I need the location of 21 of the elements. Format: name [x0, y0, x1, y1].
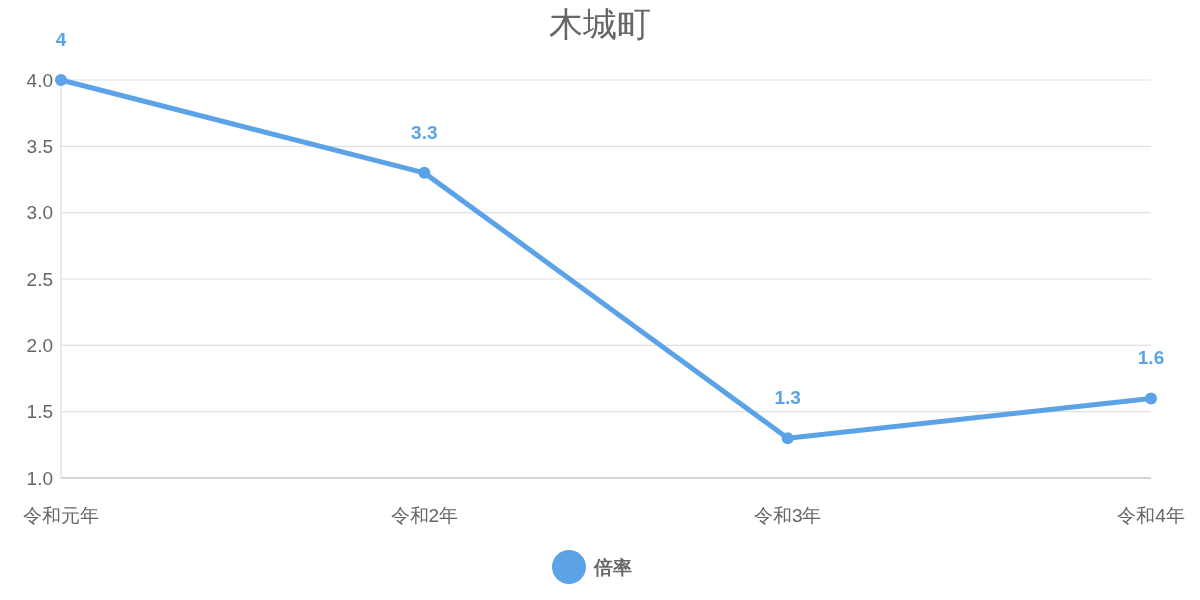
- point: [1145, 392, 1157, 405]
- point: [55, 74, 67, 86]
- y-tick-label: 2.5: [26, 268, 53, 290]
- y-tick-label: 4.0: [26, 69, 53, 91]
- data-label: 4: [55, 29, 67, 50]
- y-tick-label: 2.0: [26, 334, 53, 356]
- x-tick-label: 令和3年: [753, 505, 822, 526]
- y-tick-label: 3.0: [26, 202, 53, 224]
- data-label: 3.3: [411, 121, 438, 143]
- x-tick-label: 令和2年: [390, 505, 459, 526]
- data-label: 1.6: [1137, 347, 1165, 369]
- y-tick-label: 3.5: [26, 135, 53, 157]
- data-label: 1.3: [774, 387, 801, 409]
- x-tick-label: 令和元年: [23, 505, 99, 526]
- chart-title: 木城町: [549, 5, 651, 43]
- point: [418, 166, 431, 179]
- y-tick-label: 1.5: [26, 401, 53, 423]
- x-tick-label: 令和4年: [1117, 505, 1185, 526]
- legend-label: 倍率: [593, 556, 632, 578]
- y-tick-label: 1.0: [26, 467, 53, 489]
- point: [781, 432, 794, 445]
